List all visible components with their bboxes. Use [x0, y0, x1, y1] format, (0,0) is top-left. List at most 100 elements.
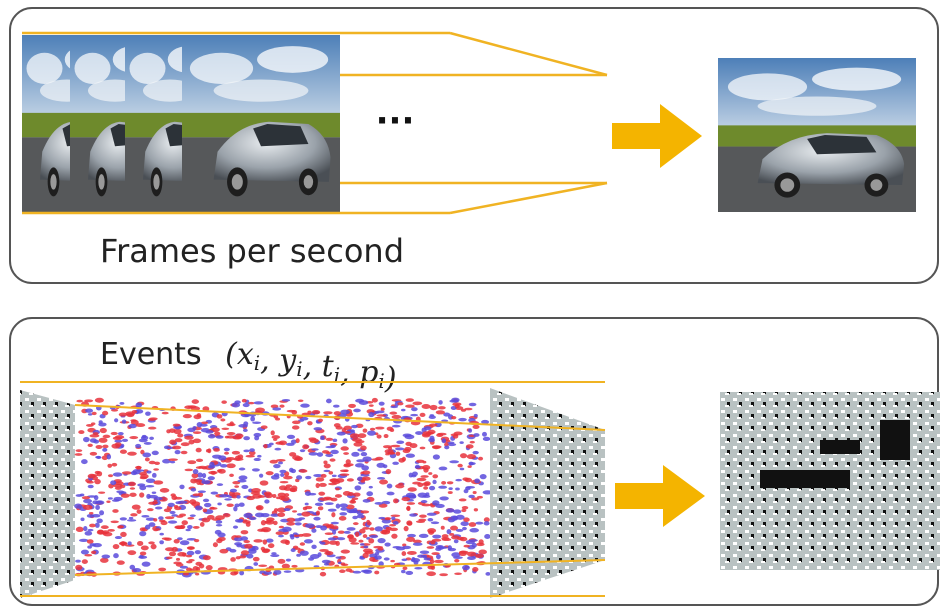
event-dot	[120, 517, 127, 520]
event-dot	[407, 551, 417, 555]
event-dot	[141, 436, 148, 441]
event-dot	[224, 498, 232, 500]
event-dot	[429, 423, 437, 426]
event-dot	[102, 448, 107, 452]
event-dot	[335, 488, 339, 491]
event-dot	[244, 540, 250, 543]
event-dot	[361, 452, 368, 456]
event-dot	[127, 519, 136, 522]
event-dot	[99, 438, 108, 443]
event-dot	[403, 567, 408, 570]
event-dot	[483, 437, 491, 441]
event-dot	[402, 551, 407, 556]
event-dot	[276, 496, 280, 499]
event-dot	[195, 550, 201, 554]
event-dot	[432, 445, 442, 448]
event-dot	[439, 467, 448, 471]
event-dot	[447, 443, 456, 446]
event-dot	[448, 487, 452, 490]
event-dot	[169, 552, 176, 557]
event-dot	[234, 542, 242, 545]
event-dot	[253, 562, 258, 566]
event-dot	[95, 505, 100, 510]
event-dot	[387, 484, 393, 489]
event-dot	[462, 506, 468, 509]
event-dot	[213, 542, 218, 547]
event-dot	[480, 474, 487, 479]
event-dot	[341, 562, 346, 565]
event-dot	[284, 493, 289, 497]
event-dot	[317, 452, 323, 457]
event-dot	[330, 458, 336, 461]
event-dot	[282, 399, 290, 402]
event-dot	[80, 517, 84, 521]
event-dot	[355, 532, 359, 537]
event-dot	[257, 455, 261, 458]
event-dot	[309, 452, 319, 456]
event-dot	[239, 468, 246, 471]
event-dot	[363, 553, 369, 558]
event-dot	[302, 444, 309, 449]
event-dot	[253, 557, 260, 562]
event-dot	[359, 400, 369, 405]
event-dot	[331, 512, 335, 517]
event-dot	[175, 501, 181, 504]
event-dot	[406, 537, 415, 542]
event-dot	[459, 498, 467, 501]
event-dot	[137, 541, 143, 546]
event-dot	[328, 483, 337, 485]
event-dot	[250, 416, 255, 421]
event-dot	[337, 537, 346, 540]
event-dot	[451, 398, 459, 403]
event-dot	[464, 408, 472, 411]
event-dot	[98, 422, 106, 426]
event-dot	[119, 402, 124, 405]
event-dot	[393, 498, 399, 503]
event-dot	[300, 403, 310, 407]
event-dot	[243, 449, 250, 452]
event-dot	[129, 493, 136, 497]
event-dot	[336, 504, 340, 509]
event-dot	[219, 549, 228, 554]
event-dot	[239, 475, 248, 480]
event-dot	[172, 446, 181, 450]
event-dot	[169, 440, 176, 445]
event-dot	[122, 439, 128, 442]
event-dot	[307, 411, 311, 414]
event-dot	[113, 544, 120, 549]
event-dot	[426, 571, 436, 576]
event-dot	[385, 517, 391, 520]
event-dot	[454, 559, 459, 563]
event-dot	[84, 399, 93, 402]
event-dot	[396, 441, 404, 444]
event-dot	[415, 466, 421, 469]
event-dot	[348, 510, 358, 514]
event-dot	[216, 524, 222, 526]
event-dot	[220, 418, 225, 421]
event-dot	[193, 431, 201, 434]
event-dot	[343, 469, 348, 472]
event-dot	[266, 471, 274, 475]
event-dot	[160, 488, 170, 493]
event-dot	[261, 547, 265, 551]
event-dot	[184, 436, 194, 440]
event-dot	[260, 480, 269, 485]
event-dot	[279, 470, 286, 473]
event-dot	[384, 434, 389, 438]
event-dot	[233, 525, 238, 528]
event-dot	[274, 448, 281, 451]
event-dot	[312, 410, 320, 414]
event-dot	[453, 509, 461, 513]
event-dot	[451, 416, 456, 419]
event-dot	[76, 527, 84, 532]
event-dot	[342, 438, 347, 443]
event-dot	[485, 572, 490, 576]
event-dot	[441, 526, 445, 530]
event-dot	[467, 454, 476, 459]
event-dot	[308, 557, 314, 560]
event-dot	[117, 560, 125, 564]
event-dot	[362, 476, 371, 480]
event-dot	[120, 532, 127, 537]
event-dot	[432, 474, 438, 478]
event-dot	[305, 491, 311, 496]
